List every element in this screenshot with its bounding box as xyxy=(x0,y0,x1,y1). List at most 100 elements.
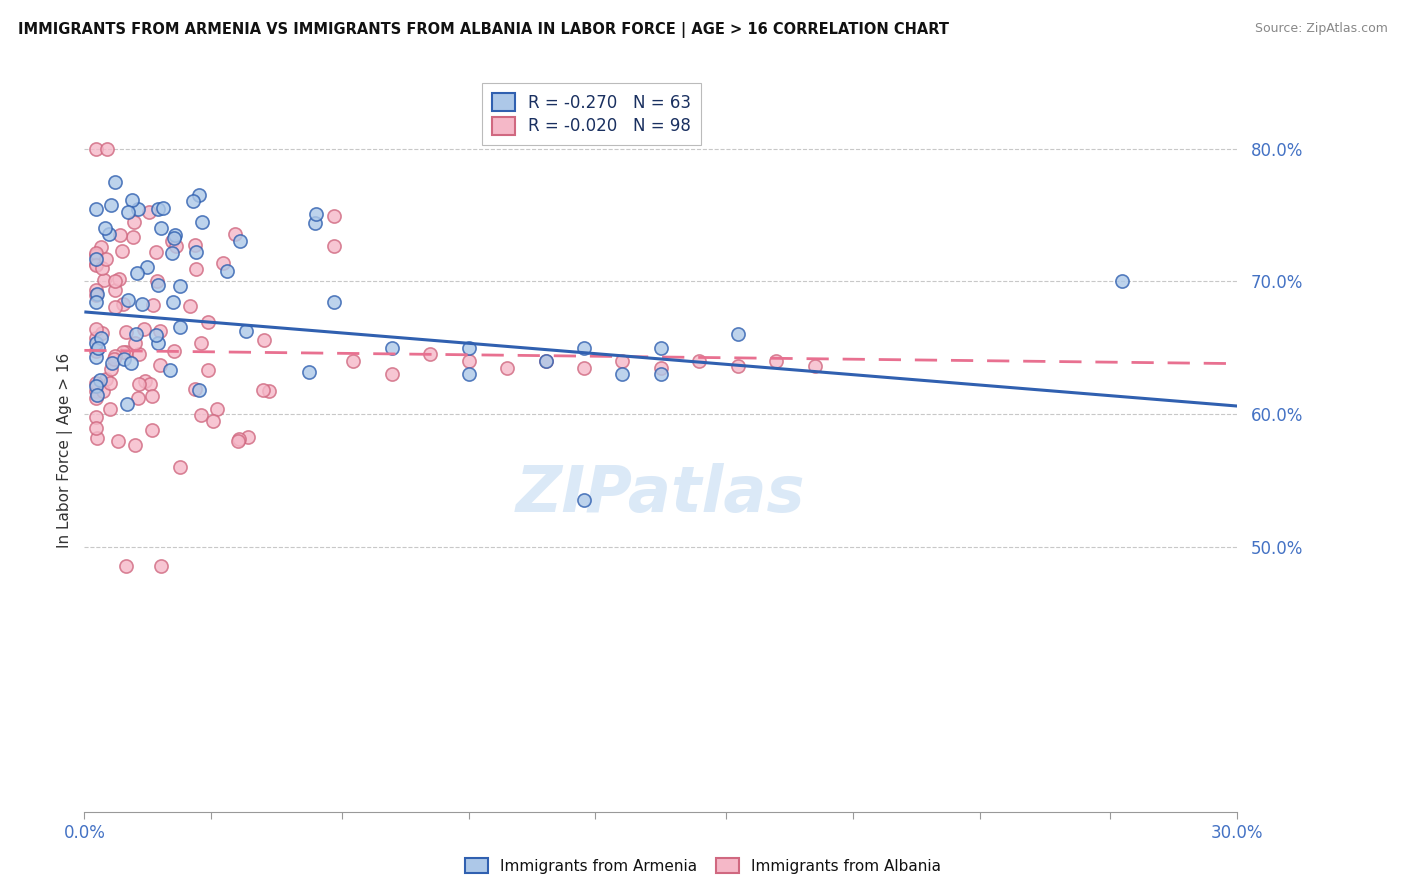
Point xyxy=(188,383,211,397)
Point xyxy=(765,354,787,368)
Point xyxy=(650,341,672,355)
Point xyxy=(457,341,479,355)
Point xyxy=(94,220,117,235)
Point xyxy=(84,421,107,435)
Point xyxy=(124,215,146,229)
Point xyxy=(496,360,519,375)
Point xyxy=(84,283,107,297)
Point xyxy=(197,316,219,330)
Point xyxy=(169,279,191,293)
Point xyxy=(110,228,132,243)
Point xyxy=(146,274,169,288)
Point xyxy=(211,255,233,269)
Point xyxy=(84,384,107,399)
Point xyxy=(84,257,107,271)
Point xyxy=(650,360,672,375)
Point xyxy=(124,437,146,451)
Point xyxy=(224,227,246,241)
Point xyxy=(84,378,107,392)
Point xyxy=(148,277,170,292)
Point xyxy=(84,288,107,302)
Point xyxy=(90,240,112,254)
Point xyxy=(84,248,107,262)
Point xyxy=(152,201,174,215)
Point xyxy=(90,331,112,345)
Point xyxy=(205,402,228,417)
Point xyxy=(323,295,346,310)
Point xyxy=(136,260,159,275)
Point xyxy=(84,331,107,345)
Point xyxy=(188,187,211,202)
Point xyxy=(165,238,187,252)
Point xyxy=(160,234,183,248)
Point xyxy=(115,559,138,574)
Point xyxy=(169,460,191,475)
Point xyxy=(323,239,346,253)
Point xyxy=(572,493,595,508)
Point xyxy=(534,354,557,368)
Point xyxy=(112,351,135,366)
Point xyxy=(229,234,252,248)
Point xyxy=(650,368,672,382)
Point xyxy=(94,252,117,266)
Point xyxy=(259,384,281,398)
Point xyxy=(104,283,127,297)
Point xyxy=(181,194,204,208)
Point xyxy=(150,559,173,574)
Point xyxy=(134,374,156,388)
Point xyxy=(120,356,142,370)
Point xyxy=(252,383,274,397)
Point xyxy=(98,376,121,390)
Point xyxy=(457,368,479,382)
Point xyxy=(342,354,364,368)
Y-axis label: In Labor Force | Age > 16: In Labor Force | Age > 16 xyxy=(58,353,73,548)
Point xyxy=(117,293,139,308)
Point xyxy=(104,301,127,315)
Point xyxy=(84,409,107,424)
Point xyxy=(94,372,117,386)
Point xyxy=(124,336,146,351)
Point xyxy=(572,360,595,375)
Point xyxy=(457,354,479,368)
Point xyxy=(419,347,441,361)
Point xyxy=(91,384,114,399)
Point xyxy=(121,230,143,244)
Point xyxy=(215,264,238,278)
Point xyxy=(236,430,259,444)
Point xyxy=(150,221,173,235)
Point xyxy=(131,296,153,310)
Point xyxy=(108,272,131,286)
Point xyxy=(727,327,749,342)
Point xyxy=(169,320,191,334)
Point xyxy=(612,368,634,382)
Point xyxy=(100,198,122,212)
Point xyxy=(612,354,634,368)
Point xyxy=(134,322,156,336)
Point xyxy=(121,193,143,207)
Point xyxy=(125,327,148,342)
Point xyxy=(146,335,169,350)
Point xyxy=(91,326,114,341)
Point xyxy=(149,324,172,338)
Point xyxy=(179,299,201,313)
Point xyxy=(184,237,207,252)
Point xyxy=(186,262,208,277)
Point xyxy=(235,324,257,338)
Point xyxy=(84,350,107,364)
Text: ZIPatlas: ZIPatlas xyxy=(516,463,806,524)
Point xyxy=(84,245,107,260)
Point xyxy=(100,401,122,416)
Point xyxy=(191,215,214,229)
Point xyxy=(145,244,167,259)
Point xyxy=(127,391,149,405)
Point xyxy=(163,228,186,243)
Point xyxy=(139,377,162,392)
Point xyxy=(163,231,186,245)
Point xyxy=(184,244,207,259)
Point xyxy=(86,387,108,401)
Point xyxy=(228,432,250,446)
Point xyxy=(84,294,107,309)
Point xyxy=(96,142,118,156)
Point xyxy=(117,204,139,219)
Point xyxy=(184,382,207,396)
